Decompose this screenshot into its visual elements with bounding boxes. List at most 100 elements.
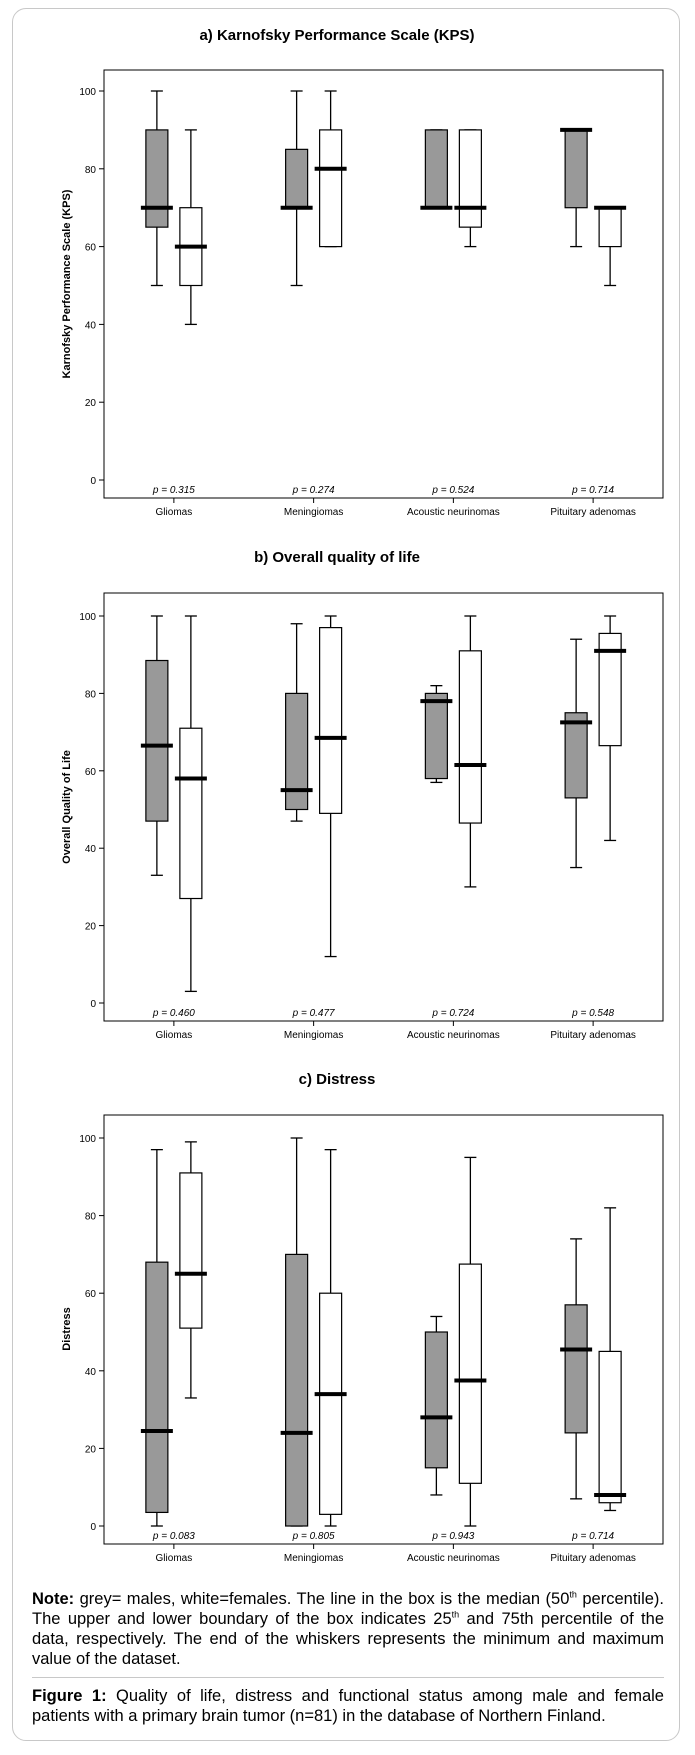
y-axis-label: Karnofsky Performance Scale (KPS) [61, 189, 73, 378]
p-value-label: p = 0.460 [152, 1008, 195, 1019]
iqr-box [564, 1304, 588, 1434]
y-tick-label: 40 [85, 844, 97, 855]
y-tick-label: 80 [85, 165, 97, 176]
iqr-box [179, 727, 203, 900]
females-box [314, 1148, 347, 1527]
note-superscript: th [451, 1609, 460, 1620]
figure-caption-text: Quality of life, distress and functional… [32, 1687, 664, 1725]
x-category-label: Acoustic neurinomas [407, 1553, 500, 1564]
panel-distress: c) Distress Distress 0 20 40 60 80 100 Gliomas… [61, 1071, 664, 1564]
females-box [454, 1156, 487, 1527]
y-axis-label: Overall Quality of Life [61, 750, 73, 864]
y-tick-label: 100 [79, 612, 96, 623]
males-box [140, 90, 173, 287]
p-value-label: p = 0.724 [431, 1008, 474, 1019]
y-tick-label: 0 [90, 476, 96, 487]
x-category-label: Acoustic neurinomas [407, 507, 500, 518]
y-tick-label: 60 [85, 767, 97, 778]
iqr-box [598, 632, 622, 747]
plot-area: 0 20 40 60 80 100 Gliomas p = 0.460 Meningiomas p… [79, 592, 664, 1041]
iqr-box [145, 659, 169, 822]
plot-area: 0 20 40 60 80 100 Gliomas p = 0.315 Meningiomas p… [79, 69, 664, 518]
iqr-box [319, 627, 343, 814]
x-category-label: Pituitary adenomas [550, 1553, 636, 1564]
panel-title: b) Overall quality of life [254, 549, 420, 566]
iqr-box [598, 1350, 622, 1504]
females-box [174, 1141, 207, 1399]
x-category-label: Meningiomas [284, 507, 343, 518]
iqr-box [285, 148, 309, 209]
plot-area: 0 20 40 60 80 100 Gliomas p = 0.083 Meningiomas p… [79, 1114, 664, 1564]
x-category-label: Acoustic neurinomas [407, 1030, 500, 1041]
iqr-box [319, 1292, 343, 1515]
females-box [454, 615, 487, 888]
iqr-box [564, 129, 588, 209]
panel-kps: a) Karnofsky Performance Scale (KPS) Kar… [61, 27, 664, 518]
iqr-box [598, 207, 622, 248]
p-value-label: p = 0.477 [292, 1008, 335, 1019]
y-tick-label: 80 [85, 1212, 97, 1223]
p-value-label: p = 0.714 [571, 485, 614, 496]
females-box [314, 90, 347, 248]
p-value-label: p = 0.548 [571, 1008, 614, 1019]
p-value-label: p = 0.943 [431, 1531, 474, 1542]
p-value-label: p = 0.274 [292, 485, 335, 496]
p-value-label: p = 0.315 [152, 485, 195, 496]
iqr-box [145, 129, 169, 228]
y-tick-label: 20 [85, 1444, 97, 1455]
x-category-label: Pituitary adenomas [550, 1030, 636, 1041]
y-tick-label: 20 [85, 398, 97, 409]
iqr-box [285, 692, 309, 811]
figure-caption-label: Figure 1: [32, 1687, 107, 1705]
females-box [594, 615, 627, 842]
y-tick-label: 0 [90, 1522, 96, 1533]
note-text: percentile). The upper and lower boundar… [32, 1590, 664, 1628]
figure-caption: Figure 1: Quality of life, distress and … [32, 1677, 664, 1726]
males-box [280, 1137, 313, 1527]
females-box [594, 1207, 627, 1512]
y-tick-label: 20 [85, 922, 97, 933]
iqr-box [458, 129, 482, 228]
p-value-label: p = 0.805 [292, 1531, 335, 1542]
y-tick-label: 60 [85, 1289, 97, 1300]
note-superscript: th [569, 1589, 577, 1600]
x-category-label: Meningiomas [284, 1553, 343, 1564]
panel-title: c) Distress [299, 1071, 376, 1088]
y-tick-label: 100 [79, 87, 96, 98]
y-tick-label: 40 [85, 320, 97, 331]
males-box [420, 129, 453, 210]
x-category-label: Gliomas [156, 507, 193, 518]
panel-overall-quality-of-life: b) Overall quality of life Overall Quali… [61, 549, 664, 1041]
x-category-label: Gliomas [156, 1553, 193, 1564]
y-tick-label: 40 [85, 1367, 97, 1378]
iqr-box [424, 692, 448, 780]
males-box [280, 623, 313, 822]
males-box [140, 615, 173, 876]
males-box [560, 1238, 593, 1500]
females-box [174, 129, 207, 326]
iqr-box [424, 1331, 448, 1469]
males-box [280, 90, 313, 287]
iqr-box [319, 129, 343, 248]
p-value-label: p = 0.524 [431, 485, 474, 496]
iqr-box [285, 1253, 309, 1527]
iqr-box [424, 129, 448, 209]
males-box [560, 127, 593, 248]
figure-note: Note: grey= males, white=females. The li… [32, 1589, 664, 1669]
iqr-box [145, 1261, 169, 1514]
females-box [314, 615, 347, 958]
x-category-label: Gliomas [156, 1030, 193, 1041]
iqr-box [564, 712, 588, 799]
y-tick-label: 80 [85, 689, 97, 700]
p-value-label: p = 0.083 [152, 1531, 195, 1542]
boxplot-figure: a) Karnofsky Performance Scale (KPS) Kar… [61, 27, 664, 1564]
y-tick-label: 60 [85, 243, 97, 254]
females-box [594, 205, 627, 287]
panel-title: a) Karnofsky Performance Scale (KPS) [199, 27, 474, 44]
note-label: Note: [32, 1590, 75, 1608]
iqr-box [458, 1263, 482, 1484]
iqr-box [179, 1172, 203, 1329]
iqr-box [458, 650, 482, 824]
females-box [174, 615, 207, 993]
y-axis-label: Distress [61, 1307, 73, 1350]
